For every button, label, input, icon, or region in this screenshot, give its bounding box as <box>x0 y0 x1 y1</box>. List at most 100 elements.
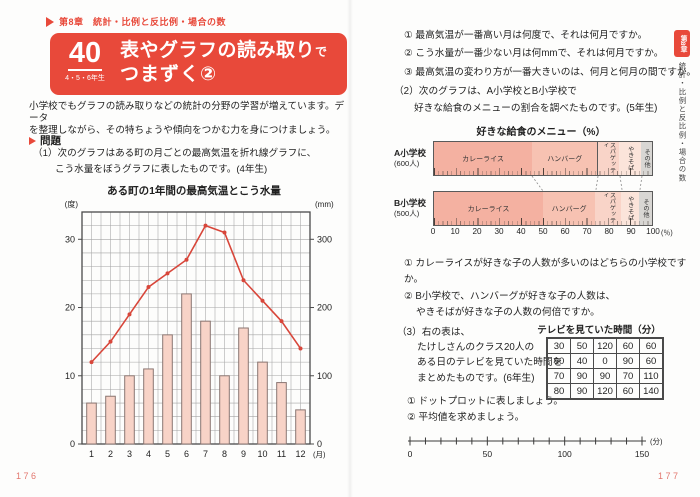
svg-text:200: 200 <box>317 303 332 313</box>
question-item: ③ 最高気温の変わり方が一番大きいのは、何月と何月の間ですか。 <box>404 66 697 78</box>
question-item: ① カレーライスが好きな子の人数が多いのはどちらの小学校ですか。 <box>404 258 687 286</box>
temperature-point <box>222 230 227 235</box>
table-cell: 50 <box>570 337 594 354</box>
band-row: B小学校 (500人) カレーライス ハンバーグ スパゲッティ やきそば その他 <box>394 191 653 226</box>
question-1-line: （1）次のグラフはある町の月ごとの最高気温を折れ線グラフに、 <box>33 148 317 159</box>
axis-tick-label: 20 <box>472 227 482 236</box>
segment-label: カレーライス <box>462 155 504 163</box>
precipitation-bar <box>86 402 97 445</box>
table-row: 30 50 120 60 60 <box>546 337 664 354</box>
segment-label: スパゲッティ <box>601 192 616 223</box>
precipitation-bar <box>219 375 230 445</box>
side-tab-chapter-badge: 第8章 <box>674 30 690 57</box>
problem-marker: 問題 <box>29 133 61 148</box>
svg-text:(月): (月) <box>313 450 326 459</box>
temperature-point <box>203 223 208 228</box>
question-2-text: （2）次のグラフは、A小学校とB小学校で 好きな給食のメニューの割合を調べたもの… <box>394 84 657 118</box>
temperature-point <box>127 312 132 317</box>
svg-text:0: 0 <box>70 439 75 449</box>
svg-text:4: 4 <box>146 449 151 459</box>
segment-label: その他 <box>643 149 651 168</box>
svg-text:0: 0 <box>317 439 322 449</box>
problem-label: 問題 <box>40 135 61 147</box>
precipitation-bar <box>200 320 211 445</box>
page-number-left: 176 <box>16 471 39 481</box>
svg-text:(度): (度) <box>65 199 79 209</box>
precipitation-bar <box>162 334 173 445</box>
table-cell: 30 <box>546 337 571 354</box>
band-chart-title: 好きな給食のメニュー（%） <box>476 127 606 138</box>
intro-paragraph: 小学校でもグラフの読み取りなどの統計の分野の学習が増えています。データ を整理し… <box>29 101 351 138</box>
segment-label: スパゲッティ <box>601 142 616 173</box>
precipitation-bar <box>295 409 306 445</box>
table-cell: 70 <box>546 368 571 384</box>
svg-text:10: 10 <box>65 371 75 381</box>
question-item: ① 最高気温が一番高い月は何度で、それは何月ですか。 <box>404 30 648 41</box>
axis-tick-label: 70 <box>582 227 592 236</box>
table-cell: 0 <box>593 353 617 369</box>
precipitation-bar <box>238 327 249 445</box>
band-row-label: B小学校 (500人) <box>394 198 426 218</box>
intro-line: 小学校でもグラフの読み取りなどの統計の分野の学習が増えています。データ <box>29 101 345 125</box>
tv-time-table: 30 50 120 60 60 90 40 0 90 60 70 90 90 70 110 80 90 120 60… <box>546 337 664 400</box>
table-cell: 90 <box>593 368 617 384</box>
band-connectors <box>433 175 653 192</box>
question-3-line: まとめたものです。(6年生) <box>417 372 535 384</box>
precipitation-bar <box>257 361 268 445</box>
percent-band: カレーライス ハンバーグ スパゲッティ やきそば その他 <box>433 191 653 226</box>
axis-tick-label: 40 <box>516 227 526 236</box>
lesson-title-line2: つまずく② <box>120 63 218 85</box>
temperature-point <box>298 346 303 351</box>
question-item: ② 平均値を求めましょう。 <box>407 412 525 424</box>
temperature-point <box>146 285 151 290</box>
precipitation-bar <box>276 382 287 445</box>
chapter-header: 第8章 統計・比例と反比例・場合の数 <box>46 15 226 28</box>
question-3-text: （3）右の表は、 たけしさんのクラス20人の ある日のテレビを見ていた時間を ま… <box>397 325 562 386</box>
table-row: 70 90 90 70 110 <box>546 368 664 384</box>
lesson-title-main: 表やグラフの読み取り <box>120 40 316 61</box>
table-cell: 110 <box>639 368 664 384</box>
band-row: A小学校 (600人) カレーライス ハンバーグ スパゲッティ やきそば その他 <box>394 141 653 176</box>
table-cell: 60 <box>639 337 664 354</box>
side-tab-chapter-label: 統計・比例と反比例・場合の数 <box>678 62 687 183</box>
question-2-line: 好きな給食のメニューの割合を調べたものです。(5年生) <box>414 102 658 114</box>
precipitation-bar <box>181 293 192 445</box>
table-row: 80 90 120 60 140 <box>546 383 664 400</box>
lesson-divider <box>68 69 102 72</box>
lesson-banner-left: 40 4・5・6年生 <box>50 33 120 95</box>
band-axis: 0 10 20 30 40 50 60 70 80 90 100 (％) <box>431 226 673 239</box>
table-cell: 70 <box>616 368 640 384</box>
svg-text:12: 12 <box>295 449 305 459</box>
band-row-label: A小学校 (600人) <box>394 148 426 168</box>
svg-text:9: 9 <box>241 449 246 459</box>
svg-text:6: 6 <box>184 449 189 459</box>
axis-tick-label: 50 <box>538 227 548 236</box>
axis-tick-label: 80 <box>604 227 614 236</box>
temperature-point <box>108 339 113 344</box>
temperature-point <box>165 271 170 276</box>
lesson-banner: 40 4・5・6年生 表やグラフの読み取りで つまずく② <box>50 33 347 95</box>
svg-text:150: 150 <box>635 449 649 459</box>
dot-plot-number-line: 0 50 100 150 (分) <box>402 433 668 466</box>
table-cell: 40 <box>570 353 594 369</box>
band-chart: A小学校 (600人) カレーライス ハンバーグ スパゲッティ やきそば その他 B小学校 (5… <box>394 141 673 239</box>
temperature-point <box>184 257 189 262</box>
lesson-title-particle: で <box>315 45 328 59</box>
question-3-line: ある日のテレビを見ていた時間を <box>417 357 563 369</box>
svg-text:300: 300 <box>317 234 332 244</box>
table-cell: 60 <box>616 383 640 400</box>
segment-label: ハンバーグ <box>551 205 587 213</box>
svg-text:20: 20 <box>65 303 75 313</box>
percent-band: カレーライス ハンバーグ スパゲッティ やきそば その他 <box>433 141 653 176</box>
number-line-svg: 0 50 100 150(分) <box>408 436 663 459</box>
table-cell: 60 <box>616 337 640 354</box>
temperature-point <box>241 278 246 283</box>
table-cell: 90 <box>616 353 640 369</box>
table-cell: 140 <box>639 383 664 400</box>
question-item: ② こう水量が一番少ない月は何mmで、それは何月ですか。 <box>404 48 664 60</box>
question-2-items: ① カレーライスが好きな子の人数が多いのはどちらの小学校ですか。 ② B小学校で… <box>404 256 700 321</box>
svg-text:100: 100 <box>317 371 332 381</box>
lesson-grades: 4・5・6年生 <box>65 75 105 83</box>
band-segment: その他 <box>641 142 652 175</box>
